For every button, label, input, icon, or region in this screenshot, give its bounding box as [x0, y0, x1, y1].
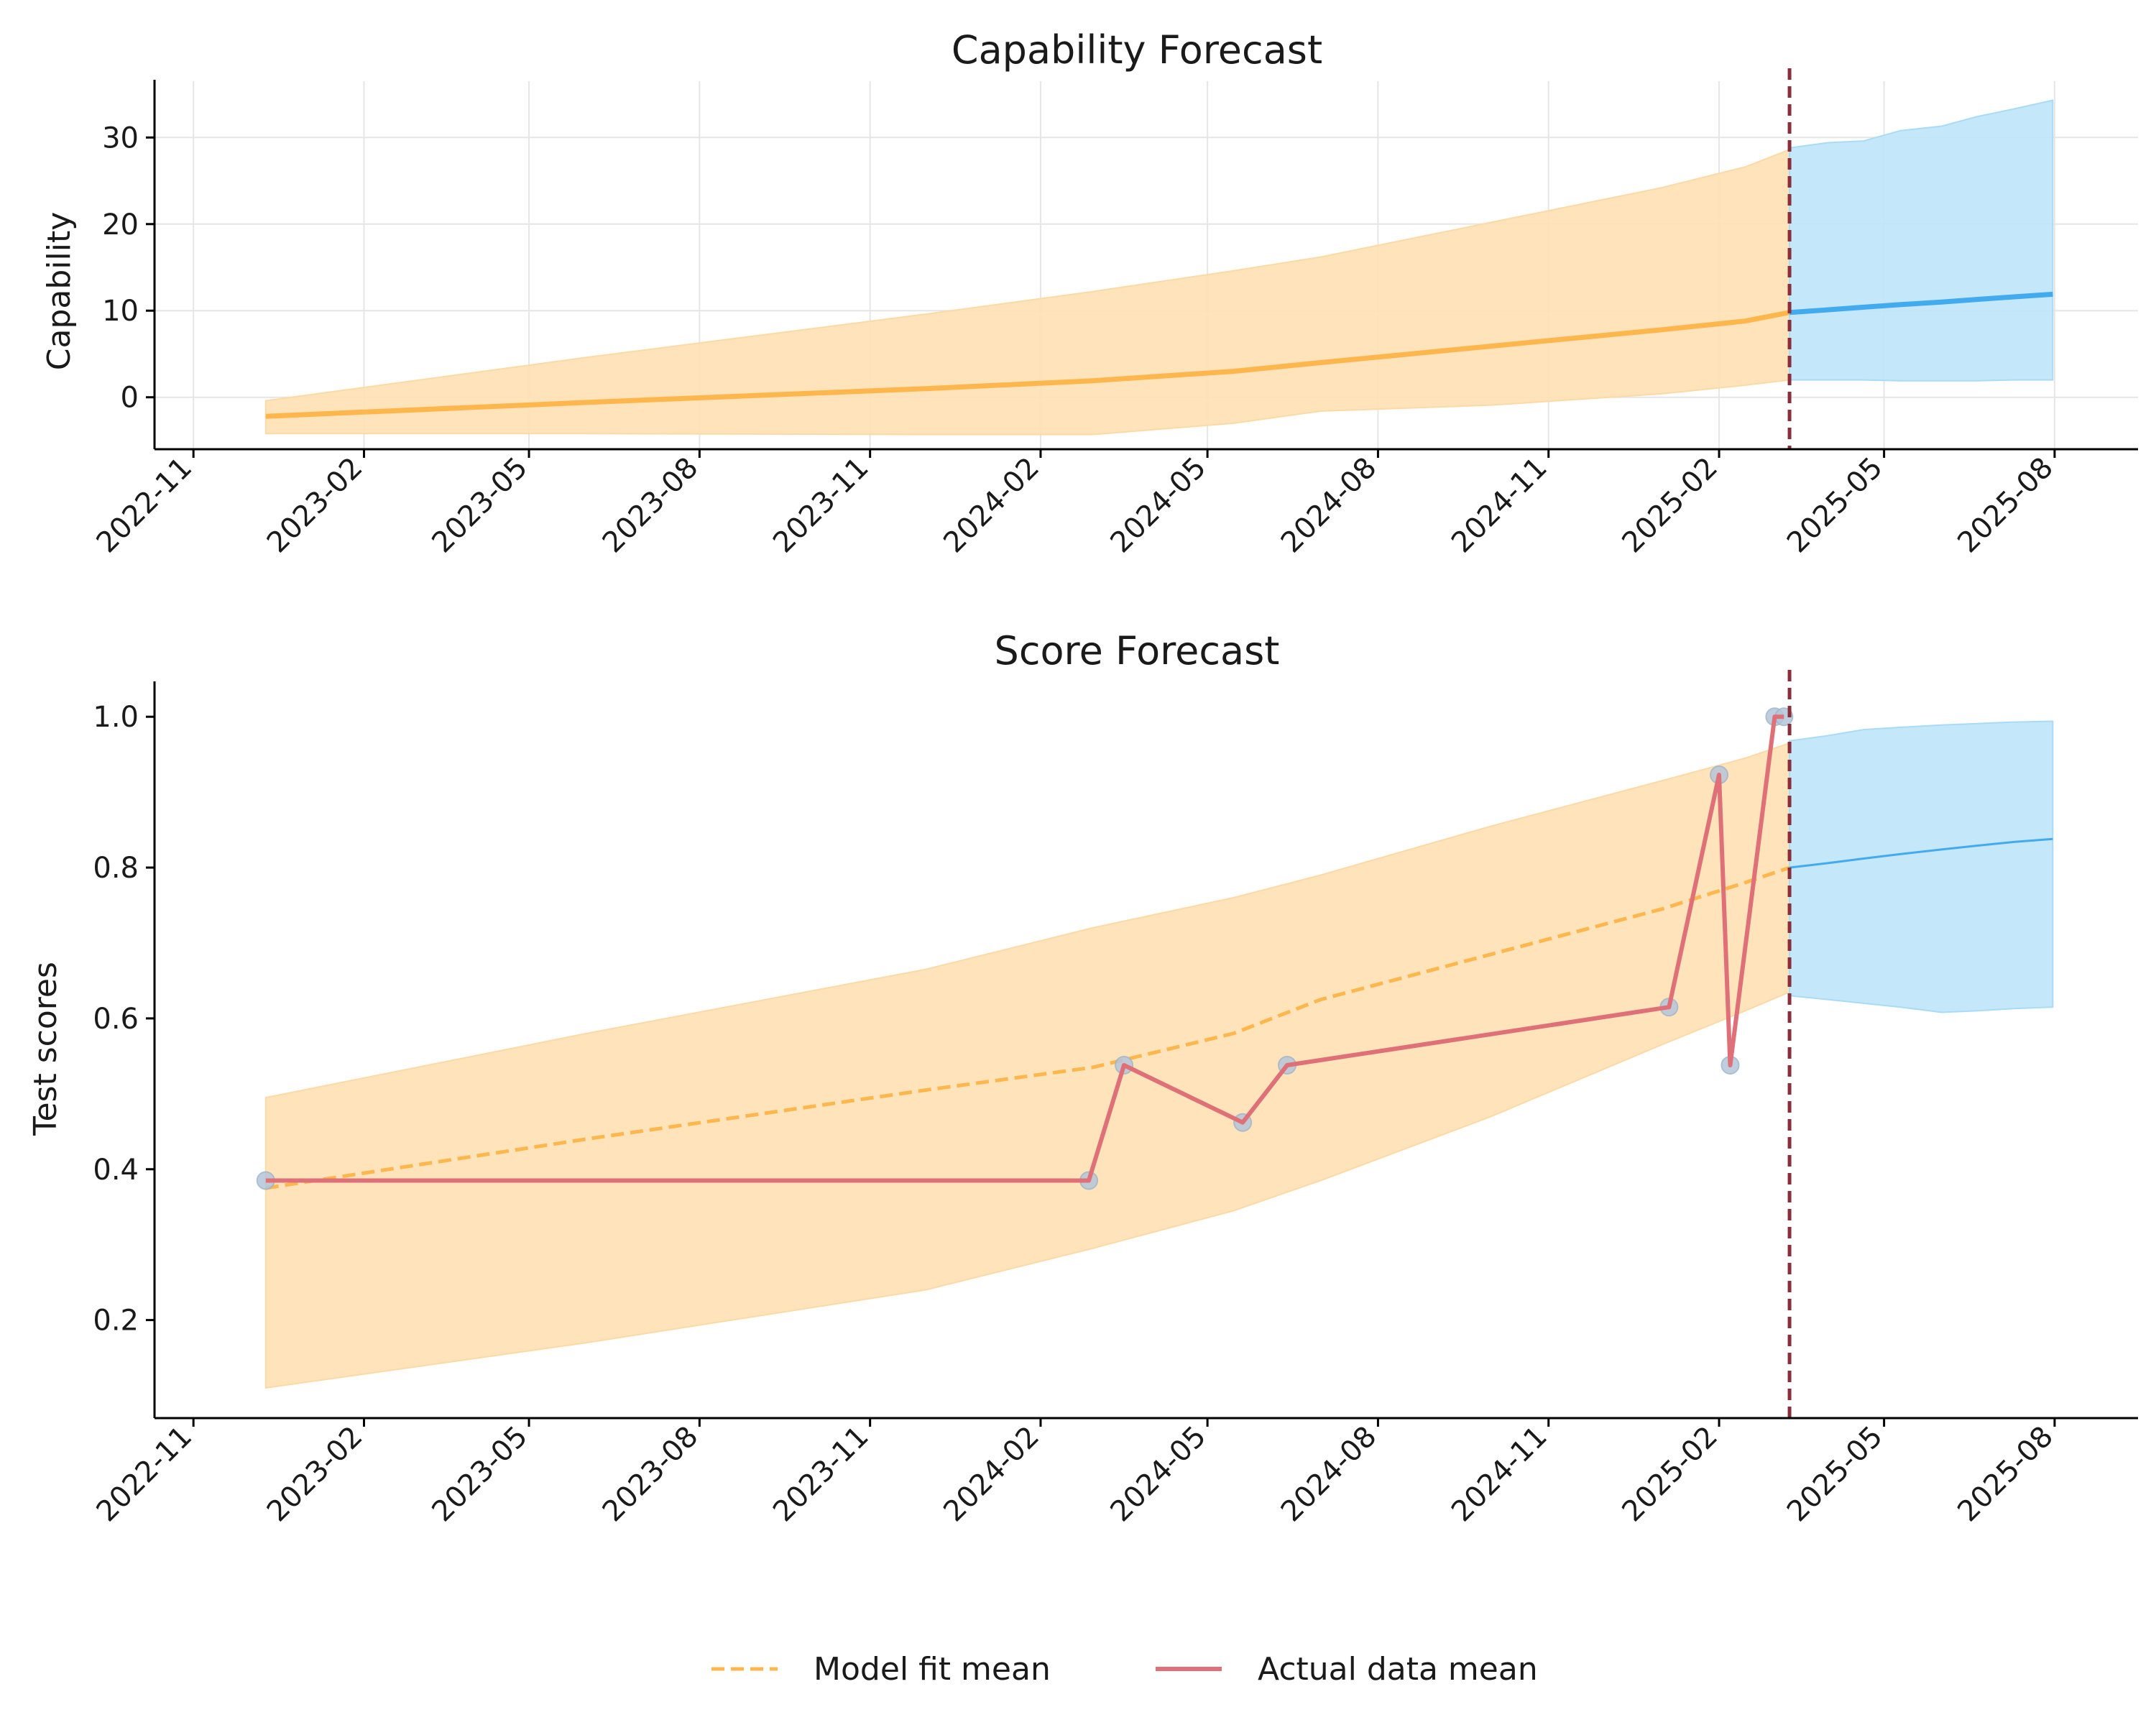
- score-forecast-confidence-band: [1789, 720, 2054, 1013]
- capability-y-tick-label: 30: [102, 121, 139, 155]
- score-forecast-line: [1789, 837, 2053, 869]
- legend: Model fit mean Actual data mean: [711, 1651, 1538, 1688]
- score-model-fit-mean-line: [265, 865, 1790, 1190]
- capability-plot-area: [155, 68, 2138, 449]
- score-y-axis-label: Test scores: [27, 962, 64, 1136]
- score-y-tick-label: 0.8: [93, 852, 139, 885]
- capability-chart-title: Capability Forecast: [952, 27, 1322, 73]
- score-y-tick-label: 0.6: [93, 1003, 139, 1036]
- score-actual-data-mean-line: [265, 714, 1784, 1183]
- score-chart-title: Score Forecast: [995, 628, 1280, 673]
- capability-y-axis-label: Capability: [41, 212, 78, 370]
- capability-forecast-confidence-band: [1789, 99, 2054, 382]
- score-plot-area: [256, 670, 2054, 1418]
- legend-actual-data-label: Actual data mean: [1258, 1651, 1538, 1688]
- score-y-tick-label: 0.4: [93, 1154, 139, 1187]
- capability-fit-line: [265, 310, 1790, 419]
- capability-y-tick-label: 20: [102, 208, 139, 242]
- capability-forecast-line: [1789, 291, 2053, 316]
- capability-y-tick-label: 0: [121, 382, 139, 415]
- capability-y-tick-label: 10: [102, 295, 139, 328]
- legend-model-fit-label: Model fit mean: [814, 1651, 1051, 1688]
- score-y-tick-label: 0.2: [93, 1305, 139, 1338]
- score-y-tick-label: 1.0: [93, 701, 139, 734]
